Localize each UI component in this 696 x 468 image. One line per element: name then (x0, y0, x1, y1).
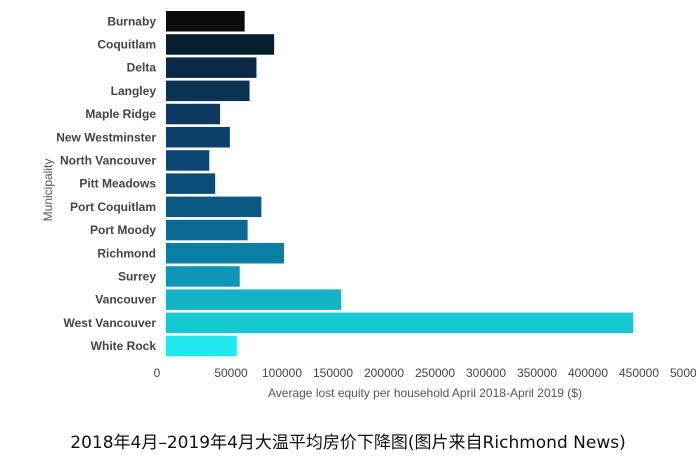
category-label-north-vancouver: North Vancouver (60, 153, 156, 167)
x-tick-label: 350000 (517, 366, 557, 380)
x-tick-label: 450000 (619, 366, 659, 380)
bar-delta (166, 57, 257, 78)
x-tick-label: 250000 (415, 366, 455, 380)
category-label-vancouver: Vancouver (95, 293, 156, 307)
x-tick-label: 0 (154, 366, 161, 380)
figure-caption: 2018年4月–2019年4月大温平均房价下降图(图片来自Richmond Ne… (70, 433, 626, 453)
bar-west-vancouver (166, 312, 633, 334)
bar-surrey (166, 266, 240, 287)
bar-port-moody (166, 219, 248, 241)
category-labels: Burnaby Coquitlam Delta Langley Maple Ridge N… (56, 14, 156, 353)
x-tick-label: 100000 (262, 366, 302, 380)
category-label-richmond: Richmond (97, 246, 156, 260)
x-tick-label: 500000 (670, 366, 696, 380)
category-label-port-coquitlam: Port Coquitlam (70, 200, 156, 214)
x-tick-label: 300000 (466, 366, 506, 380)
bar-langley (166, 80, 250, 102)
bar-port-coquitlam (166, 196, 262, 218)
bar-burnaby (166, 11, 245, 32)
category-label-port-moody: Port Moody (90, 223, 156, 237)
x-axis-title: Average lost equity per household April … (268, 386, 582, 400)
category-label-langley: Langley (111, 84, 157, 98)
category-label-pitt-meadows: Pitt Meadows (79, 177, 156, 191)
category-label-coquitlam: Coquitlam (97, 37, 156, 51)
bar-chart: Burnaby Coquitlam Delta Langley Maple Ridge N… (41, 11, 696, 400)
bar-coquitlam (166, 34, 275, 55)
x-tick-label: 150000 (313, 366, 353, 380)
x-tick-labels: 0 50000 100000 150000 200000 250000 300000 3500… (154, 366, 696, 380)
category-label-west-vancouver: West Vancouver (64, 316, 157, 330)
bar-maple-ridge (166, 103, 221, 125)
category-label-new-westminster: New Westminster (56, 130, 156, 144)
x-tick-label: 50000 (214, 366, 248, 380)
bar-vancouver (166, 289, 342, 310)
category-label-maple-ridge: Maple Ridge (85, 107, 156, 121)
bar-pitt-meadows (166, 173, 216, 194)
bars-group (166, 11, 633, 357)
x-tick-label: 400000 (568, 366, 608, 380)
x-tick-label: 200000 (364, 366, 404, 380)
bar-new-westminster (166, 127, 230, 148)
category-label-white-rock: White Rock (91, 339, 157, 353)
category-label-surrey: Surrey (118, 269, 156, 283)
bar-white-rock (166, 335, 237, 357)
category-label-burnaby: Burnaby (107, 14, 156, 28)
bar-richmond (166, 243, 284, 264)
y-axis-title: Municipality (41, 159, 55, 222)
bar-north-vancouver (166, 150, 210, 171)
category-label-delta: Delta (127, 61, 157, 75)
